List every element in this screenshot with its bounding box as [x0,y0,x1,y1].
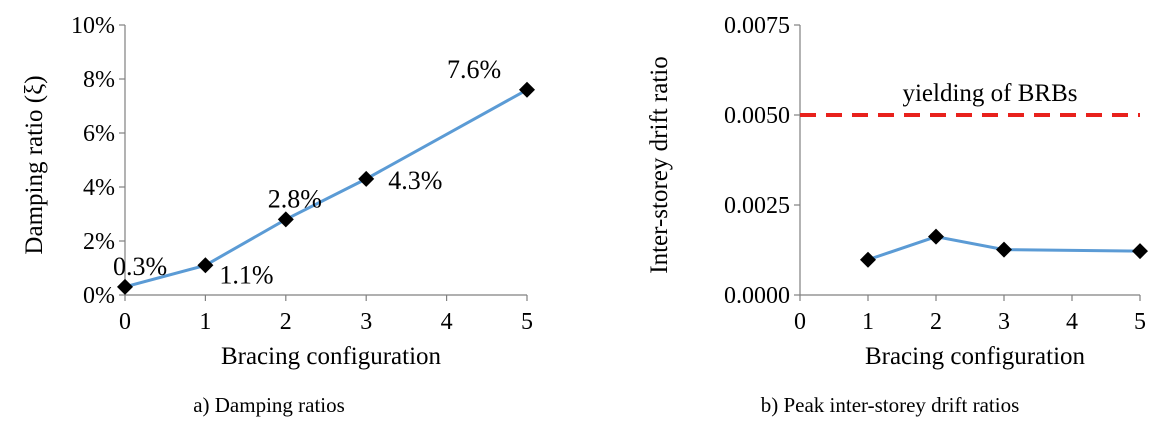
y-tick-label: 6% [83,121,115,147]
y-axis-title: Damping ratio (ξ) [21,75,48,254]
x-axis-title: Bracing configuration [865,343,1086,370]
data-point [519,81,535,98]
chart-caption: b) Peak inter-storey drift ratios [761,393,1020,417]
data-label: 7.6% [447,55,501,84]
data-point [996,241,1012,258]
chart-damping: 0% 2% 4% 6% 8% 10% 0 1 2 3 4 5 Bracing configuration… [21,13,535,417]
y-tick-label: 4% [83,175,115,201]
x-tick-label: 0 [794,309,806,335]
data-point [277,211,294,228]
y-axis-title: Inter-storey drift ratio [646,56,673,273]
data-point [928,228,944,245]
y-tick-label: 0.0025 [724,193,790,219]
x-tick-label: 4 [1066,309,1078,335]
x-tick-label: 1 [862,309,874,335]
data-point [117,278,133,295]
x-tick-label: 2 [930,309,942,335]
data-point [358,170,375,187]
series-line [124,88,528,289]
data-label: 4.3% [388,166,442,195]
x-tick-label: 5 [1134,309,1146,335]
x-axis-title: Bracing configuration [221,343,442,370]
x-tick-label: 5 [521,309,533,335]
x-tick-label: 2 [280,309,292,335]
series-line [867,235,1141,262]
y-tick-label: 0% [83,283,115,309]
data-label: 1.1% [219,260,273,289]
y-tick-label: 0.0050 [724,103,790,129]
data-point [197,257,214,274]
y-tick-label: 8% [83,67,115,93]
x-tick-label: 1 [199,309,211,335]
y-tick-label: 10% [71,13,115,39]
y-tick-label: 0.0075 [724,13,790,39]
chart-caption: a) Damping ratios [193,393,345,417]
y-tick-label: 0.0000 [724,283,790,309]
x-tick-label: 3 [998,309,1010,335]
chart-drift: 0.0000 0.0025 0.0050 0.0075 0 1 2 3 4 5 Bracing co… [646,13,1148,417]
data-point [1132,243,1148,260]
reference-line-label: yielding of BRBs [902,80,1077,107]
x-tick-label: 4 [441,309,453,335]
y-tick-label: 2% [83,229,115,255]
x-tick-label: 3 [360,309,372,335]
data-point [860,251,876,268]
data-label: 2.8% [268,184,322,213]
data-label: 0.3% [113,252,167,281]
x-tick-label: 0 [119,309,131,335]
